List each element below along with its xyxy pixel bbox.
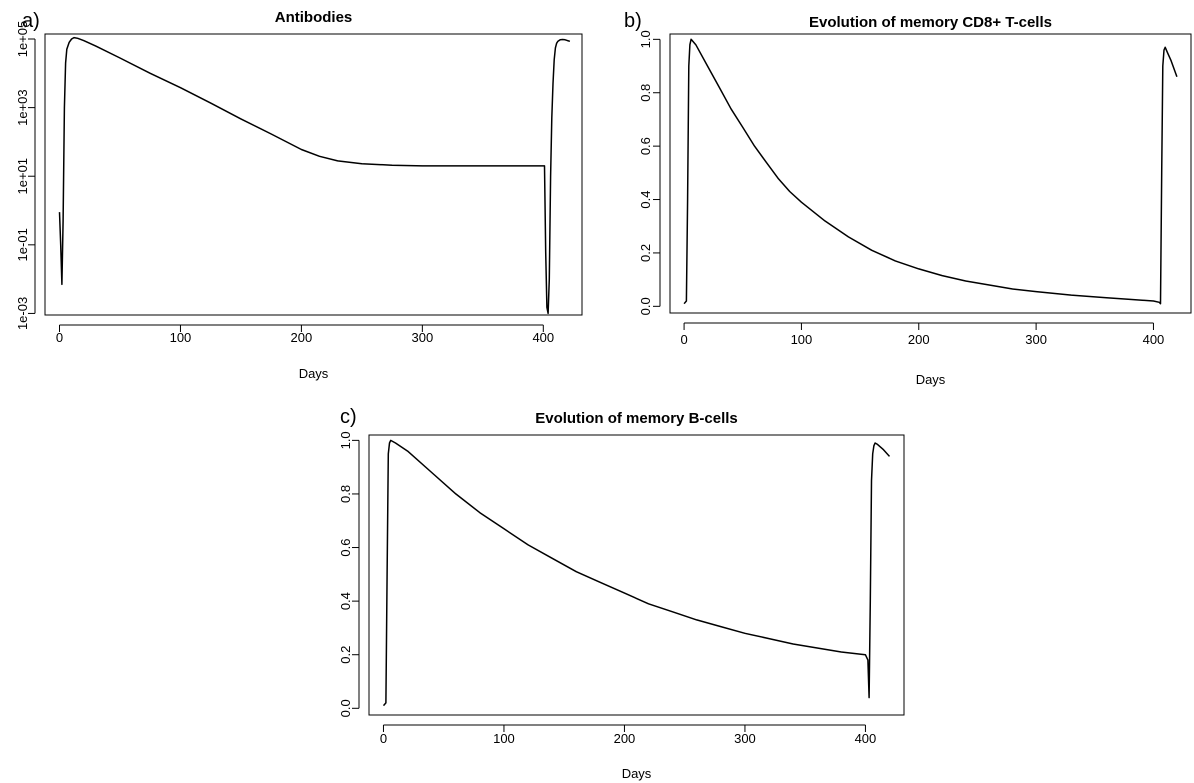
y-tick-label: 1e-03 [15, 297, 30, 330]
plot-frame [669, 33, 1192, 314]
series-line [58, 36, 571, 315]
chart-title: Evolution of memory B-cells [535, 410, 738, 427]
y-tick-label: 0.4 [338, 592, 353, 610]
x-tick-label: 100 [791, 332, 813, 347]
x-tick-label: 300 [1025, 332, 1047, 347]
series-line [382, 439, 891, 707]
y-tick-label: 0.6 [638, 137, 653, 155]
x-tick-label: 200 [908, 332, 930, 347]
panel-label: c) [340, 406, 357, 428]
x-tick-label: 100 [493, 731, 515, 746]
plot-frame [44, 33, 583, 316]
chart-title: Antibodies [275, 9, 353, 26]
y-tick-label: 0.0 [638, 297, 653, 315]
x-tick-label: 0 [680, 332, 687, 347]
x-tick-label: 400 [532, 330, 554, 345]
y-tick-label: 1e+01 [15, 158, 30, 195]
panel-label: a) [22, 10, 40, 32]
x-tick-label: 0 [380, 731, 387, 746]
x-axis-title: Days [916, 372, 946, 387]
plot-frame [368, 434, 905, 716]
panel-label: b) [624, 10, 642, 32]
y-tick-label: 1.0 [338, 431, 353, 449]
y-tick-label: 0.4 [638, 190, 653, 208]
y-tick-label: 0.2 [338, 646, 353, 664]
y-tick-label: 0.8 [638, 84, 653, 102]
y-tick-label: 0.8 [338, 485, 353, 503]
x-tick-label: 200 [614, 731, 636, 746]
panel-c: c) Evolution of memory B-cells 0 100 200 300 4… [338, 406, 905, 781]
x-tick-label: 200 [291, 330, 313, 345]
y-tick-label: 1e+05 [15, 21, 30, 58]
x-tick-label: 300 [411, 330, 433, 345]
y-tick-label: 1.0 [638, 30, 653, 48]
x-tick-label: 400 [1143, 332, 1165, 347]
y-tick-label: 0.0 [338, 699, 353, 717]
panel-b: b) Evolution of memory CD8+ T-cells 0 100 20… [624, 10, 1192, 387]
x-axis-title: Days [299, 366, 329, 381]
x-tick-label: 0 [56, 330, 63, 345]
series-line [683, 38, 1178, 305]
x-tick-label: 300 [734, 731, 756, 746]
y-tick-label: 1e-01 [15, 228, 30, 261]
chart-title: Evolution of memory CD8+ T-cells [809, 14, 1052, 31]
x-axis-title: Days [622, 766, 652, 781]
y-tick-label: 1e+03 [15, 89, 30, 126]
x-tick-label: 100 [170, 330, 192, 345]
y-tick-label: 0.6 [338, 538, 353, 556]
y-tick-label: 0.2 [638, 244, 653, 262]
panel-a: a) Antibodies 0 100 200 300 400 1e-03 1e-01 1e+01… [15, 9, 583, 381]
x-tick-label: 400 [855, 731, 877, 746]
